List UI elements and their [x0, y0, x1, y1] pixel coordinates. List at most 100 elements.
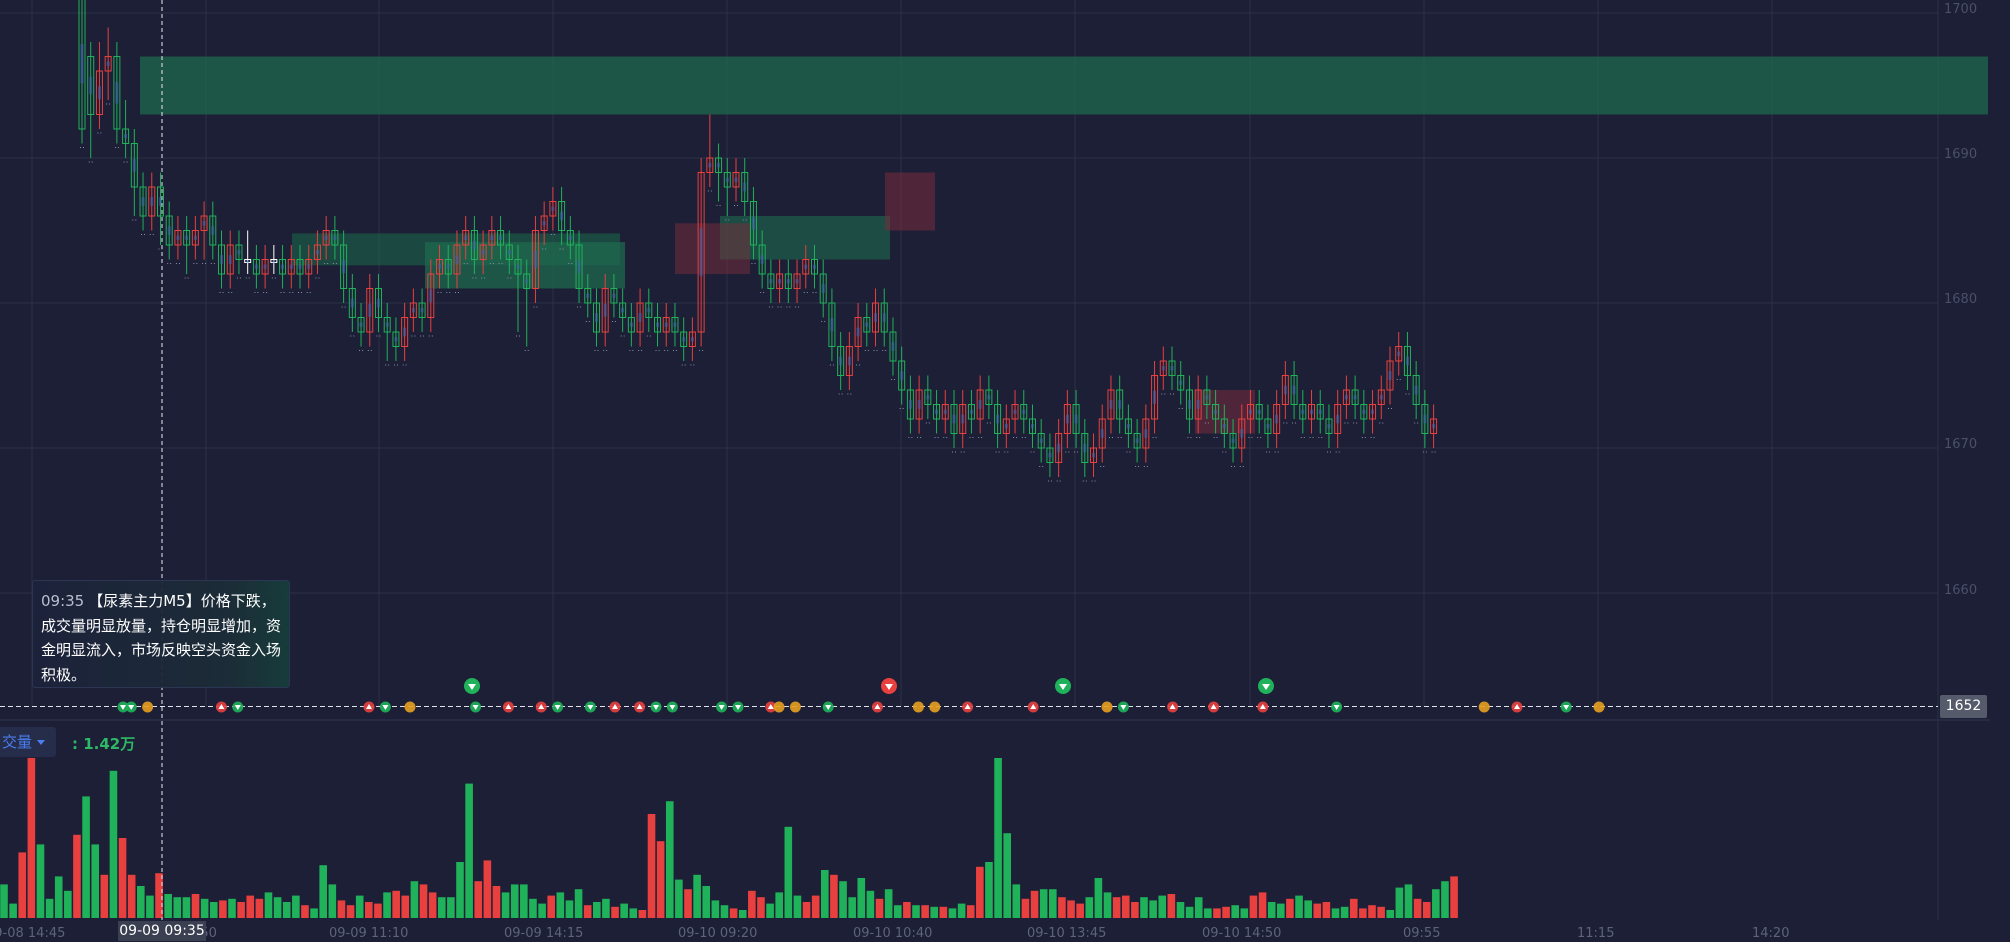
candle[interactable]	[1124, 404, 1132, 453]
candle[interactable]	[340, 230, 348, 308]
candle[interactable]	[915, 375, 923, 438]
candle[interactable]	[671, 303, 679, 351]
volume-bar[interactable]	[510, 884, 519, 918]
candle[interactable]	[1351, 375, 1359, 424]
candle[interactable]	[619, 288, 627, 337]
volume-bar[interactable]	[483, 860, 492, 918]
candle[interactable]	[1203, 375, 1211, 424]
signal-marker[interactable]	[1593, 701, 1605, 713]
candle[interactable]	[200, 201, 208, 264]
candle[interactable]	[313, 230, 321, 279]
volume-bar[interactable]	[365, 902, 373, 918]
volume-bar[interactable]	[556, 892, 565, 918]
candle[interactable]	[994, 390, 1002, 453]
candle[interactable]	[261, 245, 269, 293]
volume-bar[interactable]	[529, 898, 537, 918]
volume-bar[interactable]	[255, 898, 264, 918]
volume-bar[interactable]	[994, 758, 1002, 918]
candle[interactable]	[723, 158, 731, 221]
volume-bar[interactable]	[346, 905, 355, 918]
signal-marker[interactable]	[871, 701, 883, 713]
volume-bar[interactable]	[410, 881, 419, 918]
candle[interactable]	[1220, 404, 1228, 453]
candle[interactable]	[784, 259, 792, 308]
volume-bar[interactable]	[310, 908, 318, 918]
candle[interactable]	[662, 303, 670, 351]
candle[interactable]	[139, 172, 147, 235]
candle[interactable]	[1308, 390, 1316, 438]
volume-bar[interactable]	[520, 884, 528, 918]
volume-bar[interactable]	[1340, 906, 1349, 918]
volume-bar[interactable]	[219, 900, 227, 918]
volume-bar[interactable]	[948, 908, 957, 918]
volume-bar[interactable]	[1167, 894, 1176, 918]
candle[interactable]	[209, 201, 217, 264]
candle[interactable]	[1246, 390, 1254, 438]
volume-bar[interactable]	[54, 876, 63, 918]
candle[interactable]	[1290, 361, 1298, 424]
volume-bar[interactable]	[1039, 889, 1048, 918]
candle[interactable]	[1403, 332, 1411, 395]
volume-bar[interactable]	[656, 841, 665, 918]
volume-bar[interactable]	[903, 902, 911, 918]
volume-bar[interactable]	[757, 897, 765, 918]
candle[interactable]	[401, 303, 409, 366]
candle[interactable]	[749, 187, 757, 264]
candle[interactable]	[1159, 346, 1167, 395]
volume-bar[interactable]	[1322, 902, 1331, 918]
volume-bar[interactable]	[1149, 900, 1157, 918]
signal-marker[interactable]	[379, 701, 391, 713]
volume-bar[interactable]	[282, 902, 291, 918]
candle[interactable]	[1325, 404, 1333, 453]
candle[interactable]	[845, 332, 853, 395]
volume-bar[interactable]	[1349, 898, 1358, 918]
signal-marker[interactable]	[666, 701, 678, 713]
candle[interactable]	[505, 230, 513, 279]
candle[interactable]	[706, 114, 714, 192]
candle[interactable]	[802, 245, 810, 293]
volume-bar[interactable]	[647, 814, 656, 918]
volume-bar[interactable]	[474, 881, 483, 918]
candle[interactable]	[383, 303, 391, 366]
volume-bar[interactable]	[1258, 892, 1267, 918]
volume-bar[interactable]	[1395, 887, 1404, 918]
volume-bar[interactable]	[1058, 897, 1066, 918]
volume-bar[interactable]	[957, 903, 966, 918]
volume-bar[interactable]	[1103, 892, 1112, 918]
volume-bar[interactable]	[264, 892, 273, 918]
candle[interactable]	[697, 158, 705, 351]
volume-bar[interactable]	[100, 874, 109, 918]
volume-bar[interactable]	[629, 908, 638, 918]
volume-bar[interactable]	[1067, 900, 1075, 918]
candle[interactable]	[470, 216, 478, 279]
volume-bar[interactable]	[1359, 908, 1367, 918]
volume-bar[interactable]	[912, 905, 920, 918]
candle[interactable]	[688, 317, 696, 366]
volume-bar[interactable]	[583, 905, 592, 918]
candle[interactable]	[148, 172, 156, 235]
candle[interactable]	[523, 259, 531, 351]
candle[interactable]	[427, 259, 435, 337]
candle[interactable]	[1421, 390, 1429, 453]
candle[interactable]	[191, 216, 199, 264]
volume-bar[interactable]	[966, 905, 975, 918]
volume-bar[interactable]	[1121, 895, 1130, 918]
candle[interactable]	[453, 230, 461, 293]
candle[interactable]	[645, 288, 653, 337]
volume-bar[interactable]	[1331, 908, 1340, 918]
volume-bar[interactable]	[374, 903, 382, 918]
volume-bar[interactable]	[1176, 902, 1185, 918]
signal-marker[interactable]	[962, 701, 974, 713]
candle[interactable]	[156, 172, 164, 250]
candle[interactable]	[941, 390, 949, 438]
candle[interactable]	[122, 100, 130, 163]
volume-bar[interactable]	[1231, 905, 1239, 918]
candle[interactable]	[1194, 375, 1202, 438]
candle[interactable]	[1412, 361, 1420, 424]
candle[interactable]	[218, 230, 226, 293]
candle[interactable]	[244, 230, 252, 279]
volume-bar[interactable]	[1432, 889, 1440, 918]
volume-bar[interactable]	[1049, 889, 1057, 918]
volume-bar[interactable]	[1112, 897, 1121, 918]
